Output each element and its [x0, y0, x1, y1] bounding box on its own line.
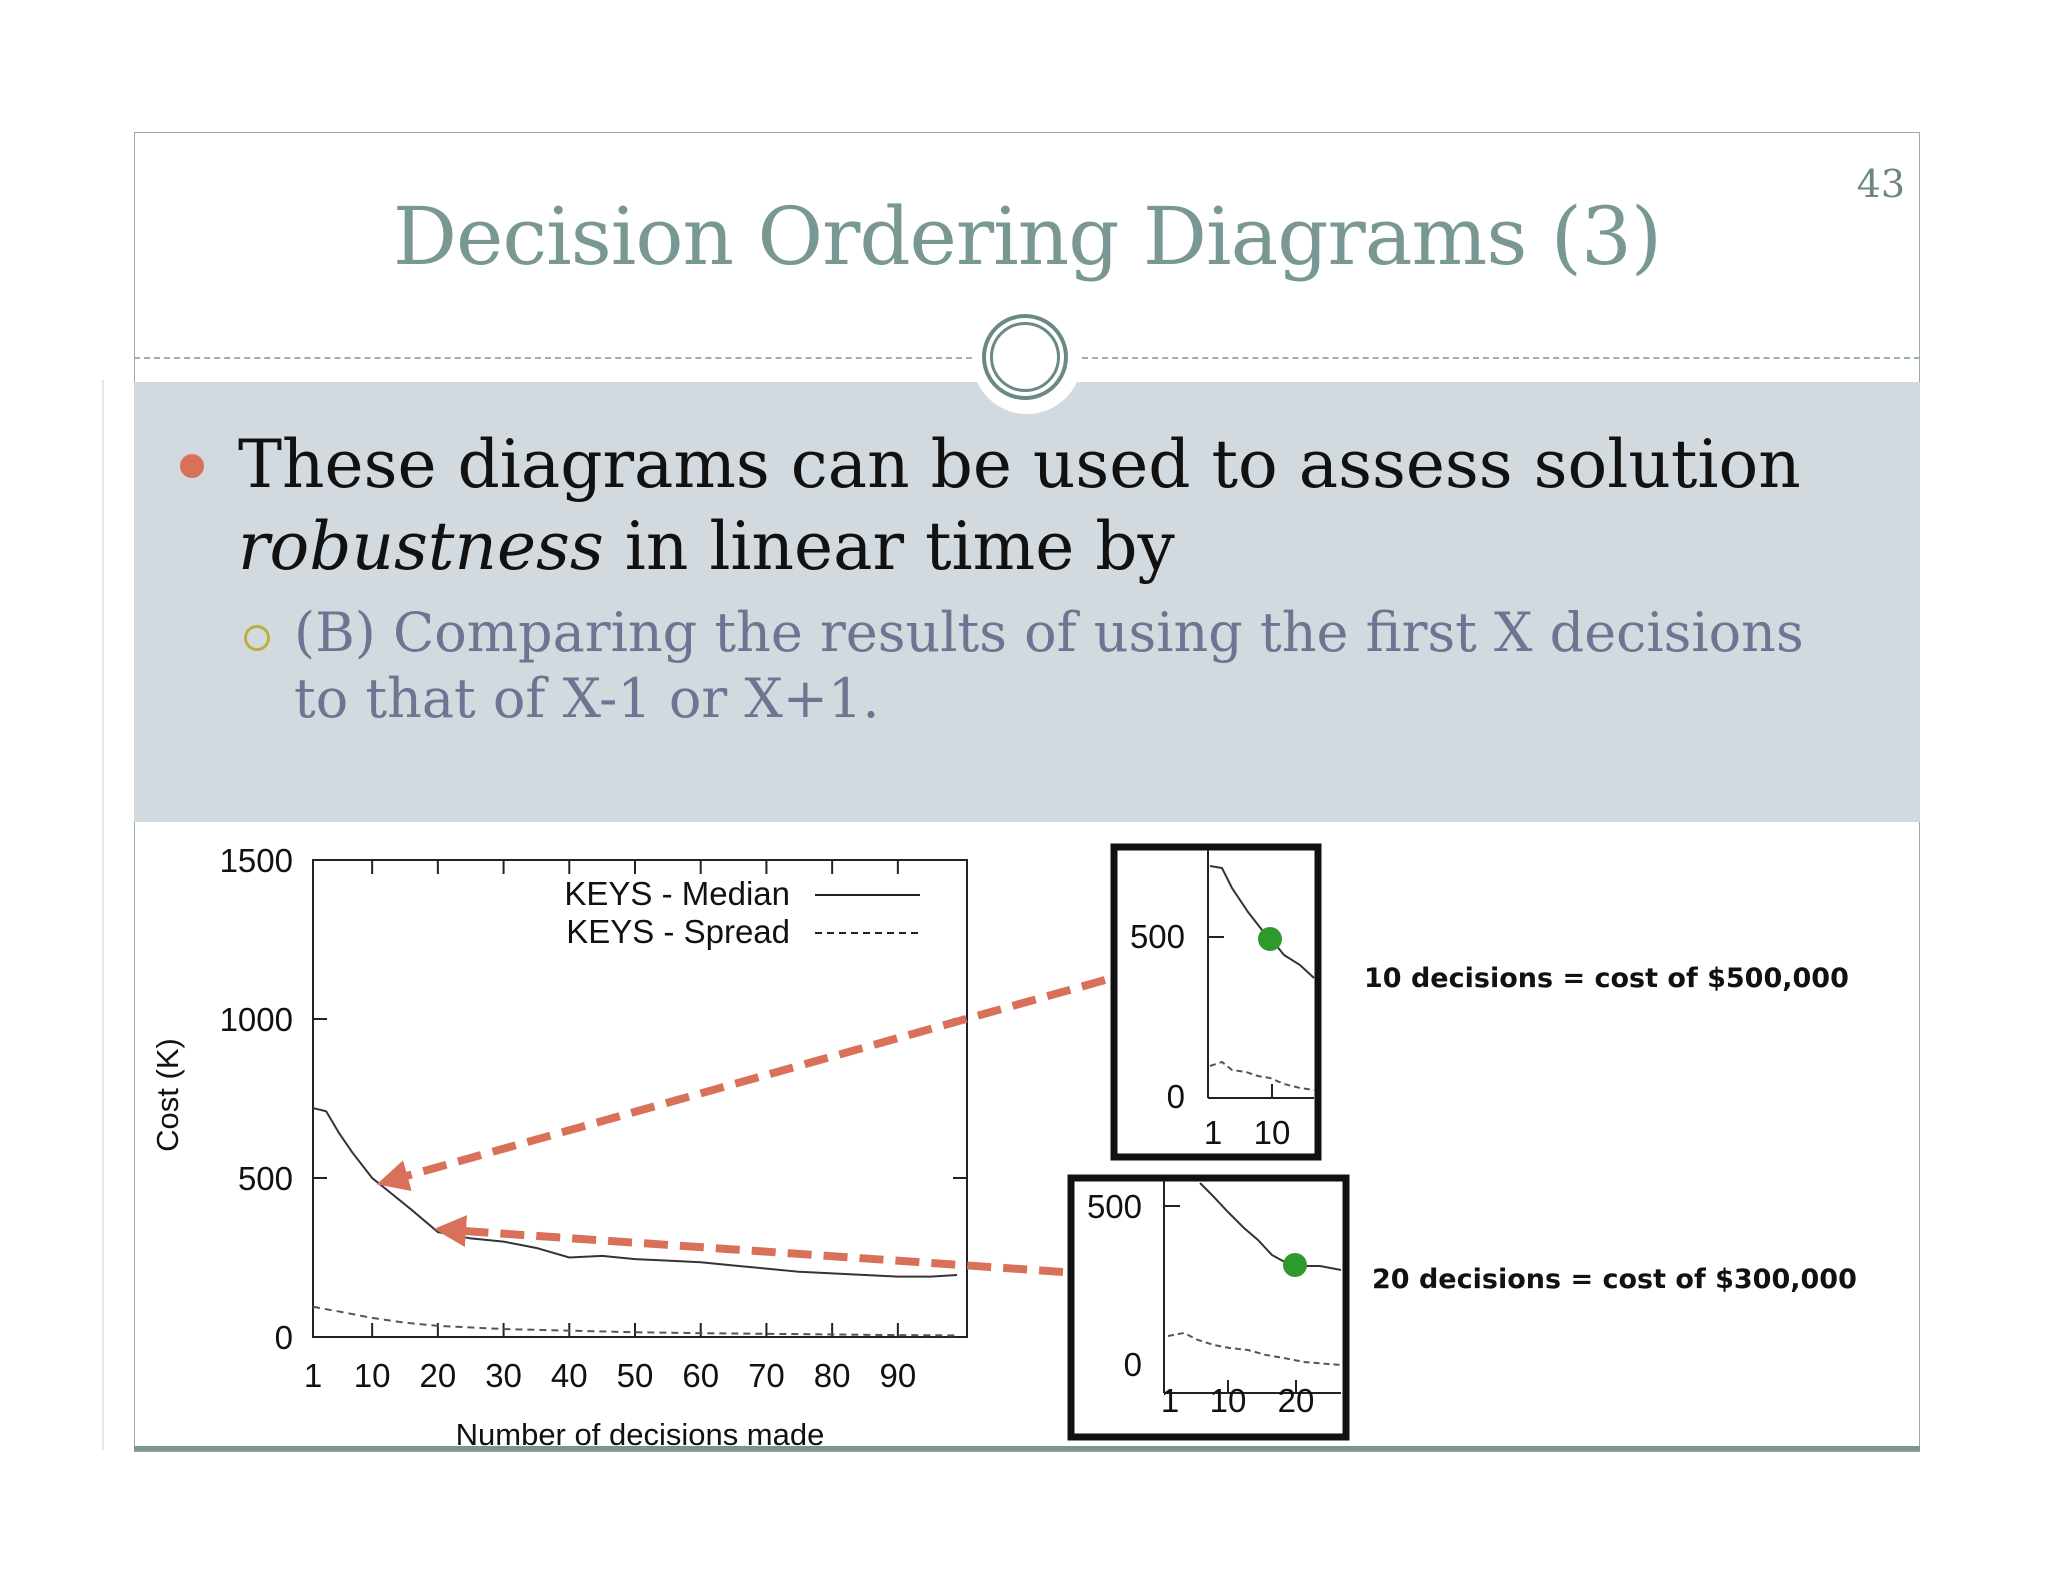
- slide-left-edge: [102, 380, 104, 1450]
- main-xtick-label-90: 90: [879, 1357, 916, 1394]
- inset-1-ytick-label-0: 0: [1167, 1078, 1185, 1115]
- bullet-sub: (B) Comparing the results of using the f…: [294, 601, 1804, 730]
- slide-bottom-rule: [134, 1446, 1920, 1451]
- main-y-axis-label: Cost (K): [150, 1038, 185, 1152]
- inset-1-median-line: [1209, 865, 1315, 979]
- main-xtick-label-80: 80: [814, 1357, 851, 1394]
- main-xtick-label-10: 10: [354, 1357, 391, 1394]
- inset-1-highlight-marker: [1258, 927, 1282, 951]
- main-xtick-label-20: 20: [419, 1357, 456, 1394]
- inset-2-xtick-label-1: 1: [1161, 1382, 1179, 1419]
- main-ytick-label-500: 500: [238, 1160, 293, 1197]
- main-xtick-label-1: 1: [304, 1357, 322, 1394]
- arrow-10-decisions: [376, 976, 1107, 1192]
- bullet-main-emphasis: robustness: [238, 508, 604, 585]
- bullet-main-text-2: in linear time by: [603, 508, 1175, 585]
- legend-label-spread: KEYS - Spread: [566, 913, 790, 950]
- inset-2-ytick-label-500: 500: [1087, 1188, 1142, 1225]
- annotation-20-decisions: 20 decisions = cost of $300,000: [1372, 1264, 1857, 1295]
- main-ytick-label-1000: 1000: [220, 1001, 293, 1038]
- bullet-main-text-1: These diagrams can be used to assess sol…: [238, 426, 1801, 503]
- inset-1-frame: [1110, 843, 1322, 1161]
- inset-2-xtick-label-20: 20: [1278, 1382, 1315, 1419]
- main-xtick-label-40: 40: [551, 1357, 588, 1394]
- ornament-inner-ring: [990, 322, 1060, 392]
- annotation-10-decisions: 10 decisions = cost of $500,000: [1364, 963, 1849, 994]
- bullet-main: These diagrams can be used to assess sol…: [238, 424, 1838, 588]
- inset-2-spread-line: [1167, 1331, 1342, 1366]
- slide-title: Decision Ordering Diagrams (3): [392, 190, 1662, 283]
- page-number: 43: [1856, 162, 1905, 206]
- main-series-line-1: [312, 1305, 958, 1337]
- main-series-line-0: [312, 1107, 958, 1278]
- inset-2-xtick-label-10: 10: [1210, 1382, 1247, 1419]
- inset-1-spread-line: [1209, 1060, 1315, 1091]
- title-divider-left: [134, 357, 972, 359]
- sub-bullet-ring-icon: [244, 625, 270, 651]
- bullet-dot-icon: [180, 454, 204, 478]
- main-ytick-label-1500: 1500: [220, 842, 293, 879]
- inset-1-ytick-label-500: 500: [1130, 918, 1185, 955]
- main-xtick-label-30: 30: [485, 1357, 522, 1394]
- legend-label-median: KEYS - Median: [564, 875, 790, 912]
- main-ytick-label-0: 0: [275, 1319, 293, 1356]
- ornament-ring: [982, 314, 1068, 400]
- inset-2-highlight-marker: [1283, 1253, 1307, 1277]
- arrow-20-decisions: [434, 1215, 1064, 1276]
- inset-1-xtick-label-1: 1: [1204, 1114, 1222, 1151]
- main-xtick-label-50: 50: [617, 1357, 654, 1394]
- inset-1-xtick-label-10: 10: [1254, 1114, 1291, 1151]
- main-plot-frame: [312, 859, 968, 1338]
- main-xtick-label-70: 70: [748, 1357, 785, 1394]
- main-xtick-label-60: 60: [682, 1357, 719, 1394]
- inset-2-ytick-label-0: 0: [1124, 1346, 1142, 1383]
- inset-2-median-line: [1199, 1182, 1342, 1271]
- content-band: [134, 382, 1920, 822]
- title-divider-right: [1082, 357, 1920, 359]
